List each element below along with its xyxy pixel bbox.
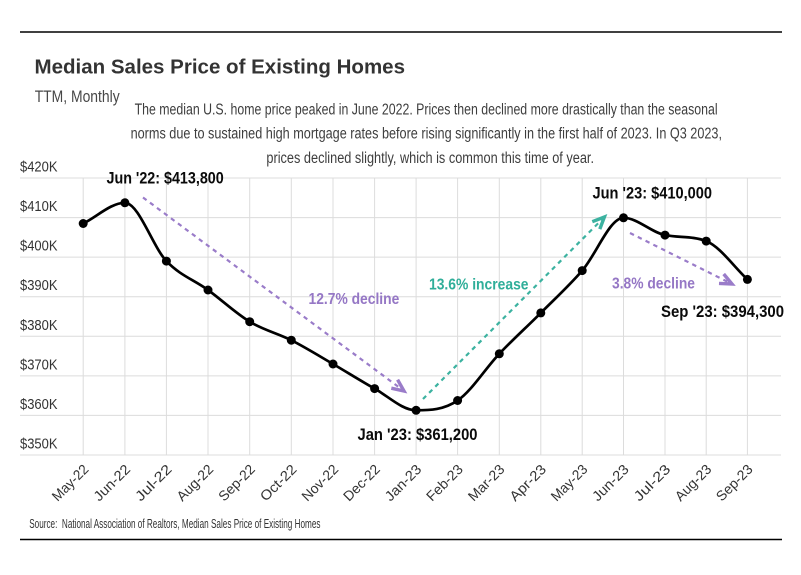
svg-text:Sep '23: $394,300: Sep '23: $394,300: [661, 303, 784, 321]
svg-text:$400K: $400K: [20, 239, 58, 255]
svg-text:Jun '22: $413,800: Jun '22: $413,800: [107, 170, 224, 188]
svg-text:$390K: $390K: [20, 278, 58, 294]
svg-text:$350K: $350K: [20, 436, 58, 452]
svg-text:norms due to sustained high mo: norms due to sustained high mortgage rat…: [131, 126, 722, 143]
svg-text:12.7% decline: 12.7% decline: [309, 291, 400, 308]
svg-text:13.6% increase: 13.6% increase: [429, 276, 529, 293]
svg-text:Median Sales Price of Existing: Median Sales Price of Existing Homes: [35, 57, 406, 79]
svg-text:$410K: $410K: [20, 199, 58, 215]
svg-text:$420K: $420K: [20, 160, 58, 176]
svg-text:The median U.S. home price pea: The median U.S. home price peaked in Jun…: [135, 101, 718, 118]
svg-text:$360K: $360K: [20, 397, 58, 413]
svg-text:Source: National Association: Source: National Association of Realtors…: [29, 516, 321, 531]
svg-text:Jan '23: $361,200: Jan '23: $361,200: [358, 426, 478, 444]
svg-text:Jun '23: $410,000: Jun '23: $410,000: [593, 184, 713, 202]
svg-text:3.8% decline: 3.8% decline: [612, 276, 695, 293]
svg-text:$370K: $370K: [20, 357, 58, 373]
svg-text:TTM, Monthly: TTM, Monthly: [35, 88, 121, 106]
svg-text:prices declined slightly, whic: prices declined slightly, which is commo…: [266, 150, 594, 167]
svg-text:$380K: $380K: [20, 318, 58, 334]
